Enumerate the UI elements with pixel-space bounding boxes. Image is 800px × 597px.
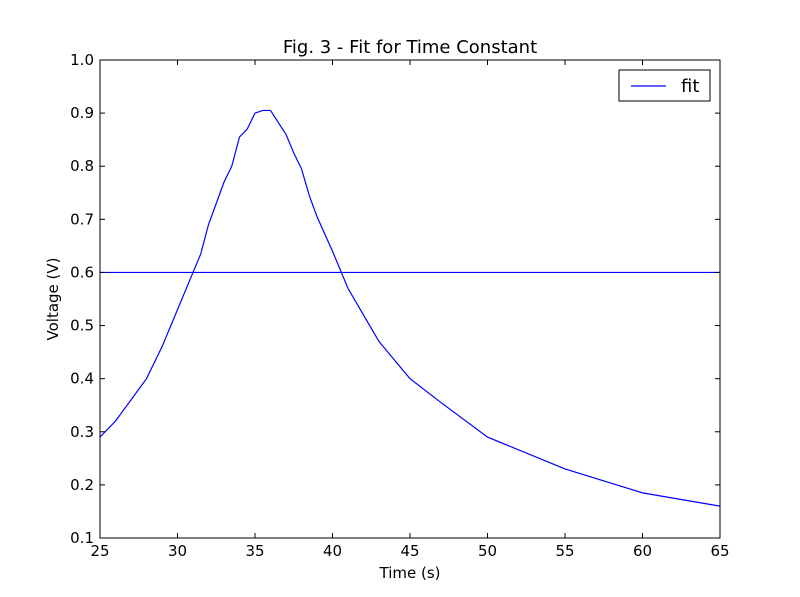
y-tick-label: 0.3 <box>70 423 94 441</box>
tick-layer: 25 30 35 40 45 50 55 60 65 0.1 0.2 0.3 0.4 0.5 0.6 0.7 0… <box>70 51 729 560</box>
x-tick-label: 35 <box>245 542 264 560</box>
x-tick-label: 25 <box>90 542 109 560</box>
x-tick-label: 60 <box>633 542 652 560</box>
x-tick-label: 50 <box>478 542 497 560</box>
y-tick-label: 0.9 <box>70 104 94 122</box>
legend: fit <box>618 69 711 102</box>
plot-frame <box>99 59 721 539</box>
legend-label-fit: fit <box>681 76 699 97</box>
series-layer <box>99 109 721 507</box>
y-tick-label: 0.1 <box>70 529 94 547</box>
x-tick-label: 40 <box>323 542 342 560</box>
y-tick-label: 0.2 <box>70 476 94 494</box>
series-fit-line <box>99 109 721 507</box>
x-tick-label: 65 <box>710 542 729 560</box>
x-axis-label: Time (s) <box>379 564 441 582</box>
y-tick-label: 0.7 <box>70 210 94 228</box>
y-tick-label: 0.8 <box>70 157 94 175</box>
y-tick-label: 0.6 <box>70 263 94 281</box>
y-tick-label: 0.4 <box>70 370 94 388</box>
x-tick-label: 30 <box>168 542 187 560</box>
chart-title: Fig. 3 - Fit for Time Constant <box>283 37 537 58</box>
x-tick-label: 45 <box>400 542 419 560</box>
y-axis-label: Voltage (V) <box>44 258 62 341</box>
y-tick-label: 0.5 <box>70 317 94 335</box>
y-tick-label: 1.0 <box>70 51 94 69</box>
x-tick-label: 55 <box>555 542 574 560</box>
